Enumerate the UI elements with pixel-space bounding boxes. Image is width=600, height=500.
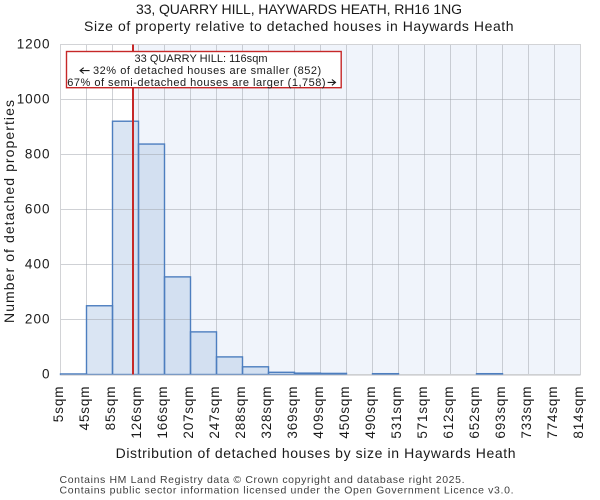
svg-text:Size of property relative to d: Size of property relative to detached ho… — [84, 18, 514, 34]
svg-text:612sqm: 612sqm — [441, 387, 456, 439]
svg-text:126sqm: 126sqm — [129, 387, 144, 439]
svg-text:600: 600 — [25, 202, 50, 217]
svg-text:Contains HM Land Registry data: Contains HM Land Registry data © Crown c… — [60, 474, 465, 486]
svg-text:774sqm: 774sqm — [545, 387, 560, 439]
svg-text:733sqm: 733sqm — [519, 387, 534, 439]
svg-text:288sqm: 288sqm — [233, 387, 248, 439]
svg-text:652sqm: 652sqm — [467, 387, 482, 439]
svg-text:409sqm: 409sqm — [311, 387, 326, 439]
svg-text:247sqm: 247sqm — [207, 387, 222, 439]
svg-text:Number of detached properties: Number of detached properties — [1, 100, 17, 323]
svg-text:200: 200 — [25, 312, 50, 327]
svg-text:45sqm: 45sqm — [77, 387, 92, 431]
svg-text:814sqm: 814sqm — [571, 387, 586, 439]
svg-text:1200: 1200 — [17, 37, 50, 52]
svg-text:693sqm: 693sqm — [493, 387, 508, 439]
svg-text:32% of detached houses are sma: 32% of detached houses are smaller (852) — [93, 65, 321, 77]
svg-text:1000: 1000 — [17, 92, 50, 107]
svg-text:33, QUARRY HILL, HAYWARDS HEAT: 33, QUARRY HILL, HAYWARDS HEATH, RH16 1N… — [136, 1, 462, 17]
svg-text:571sqm: 571sqm — [415, 387, 430, 439]
svg-text:Contains public sector informa: Contains public sector information licen… — [60, 485, 514, 497]
svg-text:166sqm: 166sqm — [155, 387, 170, 439]
svg-text:Distribution of detached house: Distribution of detached houses by size … — [116, 445, 516, 461]
svg-text:33 QUARRY HILL: 116sqm: 33 QUARRY HILL: 116sqm — [135, 53, 268, 65]
svg-text:328sqm: 328sqm — [259, 387, 274, 439]
svg-text:450sqm: 450sqm — [337, 387, 352, 439]
svg-text:85sqm: 85sqm — [103, 387, 118, 431]
svg-text:369sqm: 369sqm — [285, 387, 300, 439]
svg-text:5sqm: 5sqm — [51, 387, 66, 423]
svg-text:531sqm: 531sqm — [389, 387, 404, 439]
svg-text:400: 400 — [25, 257, 50, 272]
svg-text:67% of semi-detached houses ar: 67% of semi-detached houses are larger (… — [67, 77, 325, 89]
svg-text:800: 800 — [25, 147, 50, 162]
svg-text:207sqm: 207sqm — [181, 387, 196, 439]
svg-text:490sqm: 490sqm — [363, 387, 378, 439]
svg-text:0: 0 — [42, 367, 50, 382]
